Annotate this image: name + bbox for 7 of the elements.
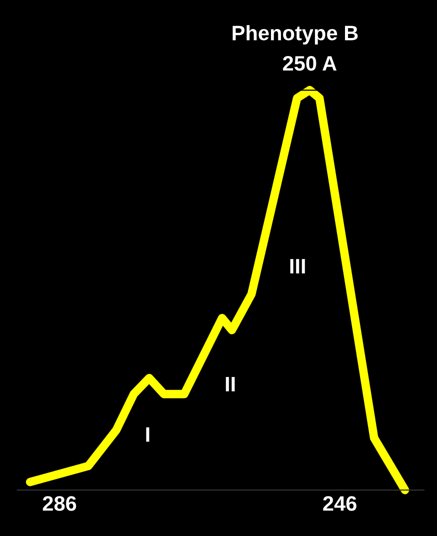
annotation: III — [290, 259, 305, 274]
annotation: I — [146, 427, 150, 442]
annotation: 250 A — [282, 56, 337, 71]
x-tick-label: 286 — [42, 496, 76, 511]
chart-title: Phenotype B — [232, 25, 358, 45]
annotation: II — [226, 376, 235, 392]
x-tick-label: 246 — [323, 496, 356, 511]
